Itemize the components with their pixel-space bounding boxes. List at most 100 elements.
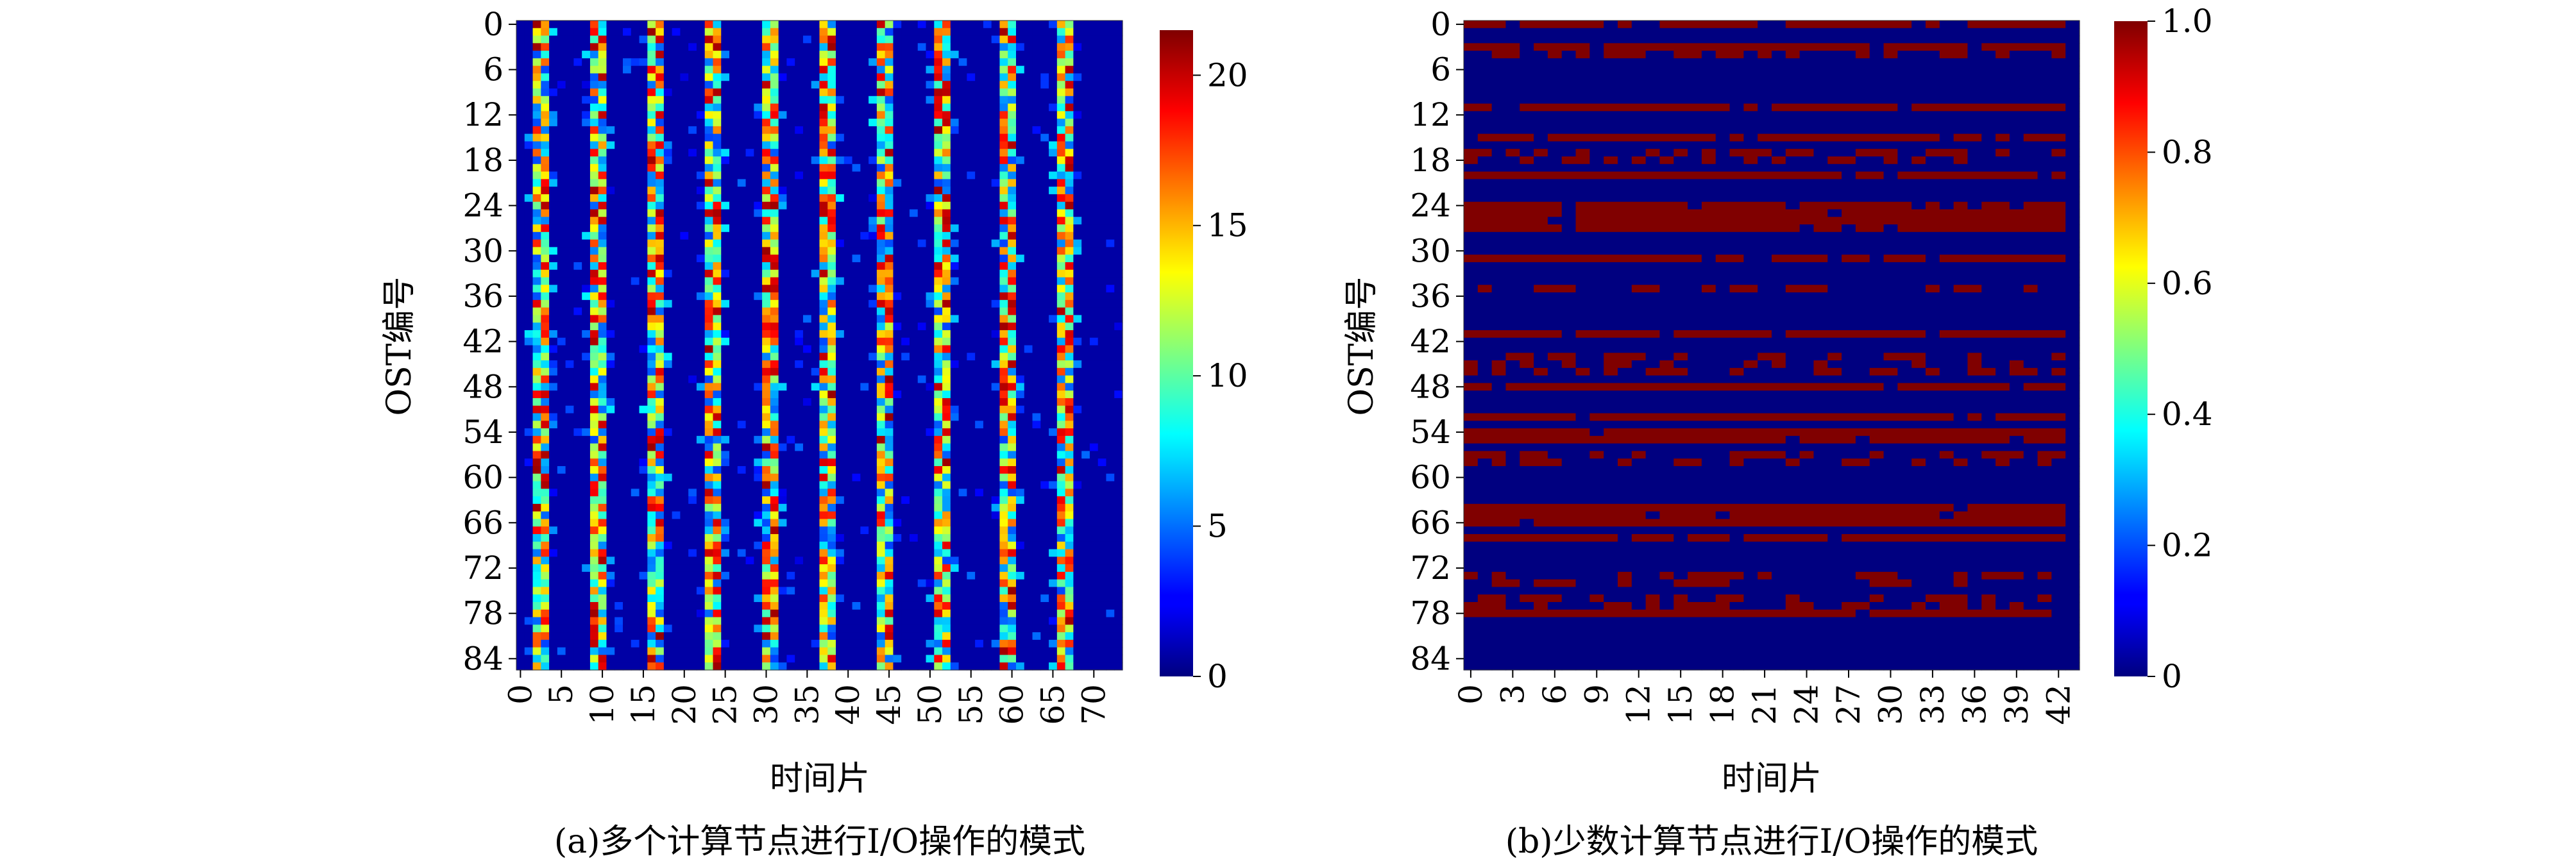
heatmap-cell xyxy=(843,375,853,383)
heatmap-cell xyxy=(811,315,820,323)
heatmap-cell xyxy=(614,299,623,308)
heatmap-cell xyxy=(942,28,951,37)
heatmap-cell xyxy=(672,315,681,323)
heatmap-cell xyxy=(778,149,788,157)
heatmap-cell xyxy=(860,247,869,255)
heatmap-cell xyxy=(737,194,747,203)
heatmap-cell xyxy=(1049,111,1058,119)
heatmap-cell xyxy=(975,458,984,467)
heatmap-cell xyxy=(1024,81,1033,89)
heatmap-cell xyxy=(967,285,976,293)
heatmap-cell xyxy=(917,323,927,331)
heatmap-cell xyxy=(795,224,804,233)
heatmap-cell xyxy=(999,179,1008,187)
heatmap-cell xyxy=(1106,428,1115,437)
heatmap-cell xyxy=(1081,465,1090,474)
heatmap-cell xyxy=(836,307,845,315)
heatmap-cell xyxy=(811,292,820,301)
heatmap-cell xyxy=(557,315,566,323)
heatmap-cell xyxy=(614,330,623,339)
heatmap-cell xyxy=(1097,473,1107,482)
heatmap-cell xyxy=(606,35,615,44)
heatmap-cell xyxy=(1015,443,1025,452)
heatmap-cell xyxy=(1040,337,1049,346)
heatmap-cell xyxy=(876,473,886,482)
heatmap-cell xyxy=(983,103,992,112)
heatmap-cell xyxy=(1065,65,1074,74)
heatmap-cell xyxy=(672,171,681,180)
heatmap-cell xyxy=(672,503,681,512)
heatmap-cell xyxy=(1015,473,1025,482)
heatmap-cell xyxy=(967,156,976,165)
heatmap-cell xyxy=(926,96,935,105)
heatmap-cell xyxy=(909,481,919,489)
heatmap-cell xyxy=(926,307,935,315)
heatmap-cell xyxy=(1106,337,1115,346)
heatmap-cell xyxy=(516,323,525,331)
heatmap-cell xyxy=(639,360,648,369)
heatmap-cell xyxy=(836,519,845,527)
heatmap-cell xyxy=(696,481,706,489)
heatmap-cell xyxy=(1089,96,1099,105)
heatmap-cell xyxy=(1081,88,1090,97)
heatmap-cell xyxy=(713,255,722,263)
heatmap-cell xyxy=(901,353,910,361)
heatmap-cell xyxy=(1032,156,1041,165)
heatmap-cell xyxy=(589,473,599,482)
heatmap-cell xyxy=(656,96,665,105)
heatmap-cell xyxy=(958,201,967,210)
heatmap-cell xyxy=(1073,375,1082,383)
heatmap-cell xyxy=(802,111,812,119)
heatmap-cell xyxy=(860,383,869,391)
heatmap-cell xyxy=(811,194,820,203)
heatmap-cell xyxy=(565,398,574,406)
heatmap-cell xyxy=(975,156,984,165)
heatmap-cell xyxy=(1049,315,1058,323)
heatmap-cell xyxy=(885,292,894,301)
heatmap-cell xyxy=(631,156,640,165)
heatmap-cell xyxy=(598,443,607,452)
heatmap-cell xyxy=(786,299,795,308)
heatmap-cell xyxy=(704,201,714,210)
heatmap-cell xyxy=(1015,269,1025,278)
heatmap-cell xyxy=(958,239,967,247)
heatmap-cell xyxy=(713,307,722,315)
heatmap-cell xyxy=(1040,103,1049,112)
heatmap-cell xyxy=(598,269,607,278)
heatmap-cell xyxy=(1073,247,1082,255)
heatmap-cell xyxy=(704,367,714,376)
heatmap-cell xyxy=(589,496,599,505)
heatmap-cell xyxy=(827,103,836,112)
heatmap-cell xyxy=(549,285,558,293)
heatmap-cell xyxy=(680,451,689,459)
heatmap-cell xyxy=(876,141,886,149)
heatmap-cell xyxy=(573,473,582,482)
heatmap-cell xyxy=(786,451,795,459)
heatmap-cell xyxy=(524,156,534,165)
heatmap-cell xyxy=(967,383,976,391)
heatmap-cell xyxy=(983,88,992,97)
heatmap-cell xyxy=(975,35,984,44)
heatmap-cell xyxy=(713,88,722,97)
heatmap-cell xyxy=(983,96,992,105)
heatmap-cell xyxy=(926,503,935,512)
heatmap-cell xyxy=(598,194,607,203)
heatmap-cell xyxy=(983,209,992,217)
heatmap-cell xyxy=(1106,496,1115,505)
heatmap-cell xyxy=(541,88,550,97)
heatmap-cell xyxy=(713,443,722,452)
heatmap-cell xyxy=(606,337,615,346)
heatmap-cell xyxy=(754,337,763,346)
heatmap-cell xyxy=(819,65,828,74)
heatmap-cell xyxy=(827,421,836,429)
heatmap-cell xyxy=(1024,443,1033,452)
heatmap-cell xyxy=(999,330,1008,339)
heatmap-cell xyxy=(1114,81,1123,89)
heatmap-cell xyxy=(524,465,534,474)
heatmap-cell xyxy=(516,163,525,172)
heatmap-cell xyxy=(1049,473,1058,482)
heatmap-cell xyxy=(1056,443,1066,452)
heatmap-cell xyxy=(860,503,869,512)
heatmap-cell xyxy=(631,367,640,376)
heatmap-cell xyxy=(647,473,656,482)
